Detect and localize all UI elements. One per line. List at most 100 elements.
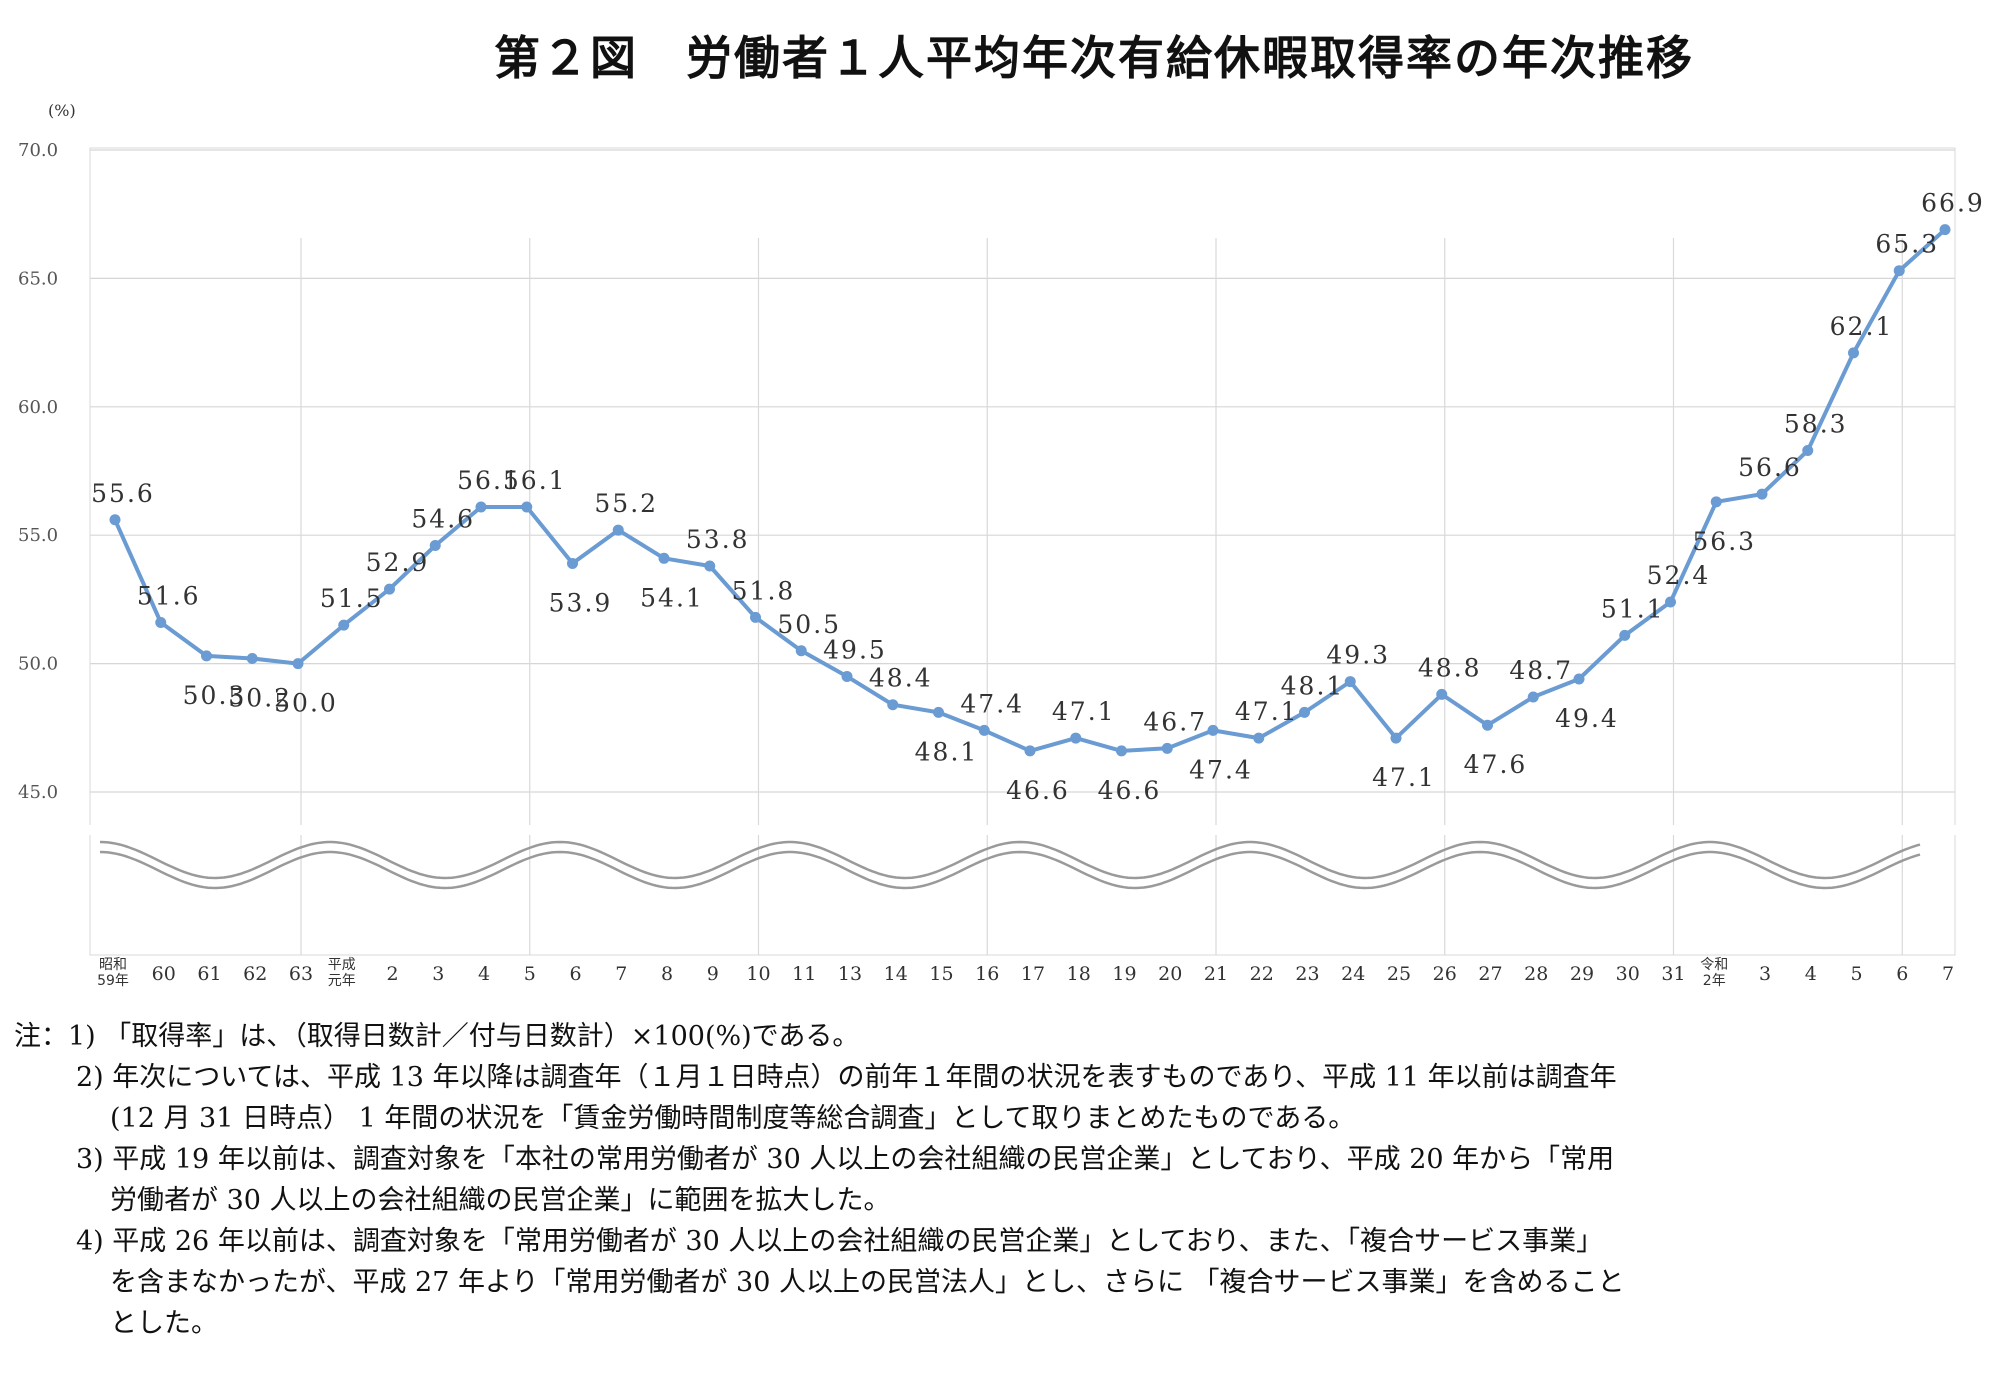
data-point	[1665, 596, 1676, 608]
note-continuation: を含まなかったが、平成 27 年より「常用労働者が 30 人以上の民営法人」とし…	[110, 1267, 1625, 1298]
note-number: 2)	[76, 1062, 104, 1093]
data-point	[612, 524, 624, 536]
x-tick-label: 62	[243, 963, 267, 985]
data-label: 47.4	[960, 689, 1024, 718]
data-point	[1207, 724, 1219, 736]
x-tick-label: 13	[838, 963, 862, 985]
data-label: 51.1	[1601, 594, 1665, 623]
data-label: 56.1	[457, 466, 521, 495]
data-point	[887, 699, 899, 711]
note-text: 「取得率」は、（取得日数計／付与日数計）×100(%)である。	[95, 1021, 860, 1052]
data-point	[704, 560, 716, 572]
data-point	[429, 539, 441, 551]
data-point	[841, 670, 853, 682]
note-text: 平成 19 年以前は、調査対象を「本社の常用労働者が 30 人以上の会社組織の民…	[103, 1144, 1615, 1175]
note-item: 4) 平成 26 年以前は、調査対象を「常用労働者が 30 人以上の会社組織の民…	[14, 1221, 1974, 1262]
x-tick-label: 2	[386, 963, 398, 985]
x-tick-label: 22	[1250, 963, 1274, 985]
data-label: 46.7	[1143, 707, 1207, 736]
x-tick-label: 63	[289, 963, 313, 985]
data-point	[795, 645, 807, 657]
x-tick-label: 4	[478, 963, 490, 985]
data-label: 53.8	[686, 525, 750, 554]
data-label: 56.6	[1738, 453, 1802, 482]
y-ticks: 70.0 65.0 60.0 55.0 50.0 45.0 (%)	[18, 101, 76, 803]
x-tick-label: 29	[1570, 963, 1594, 985]
data-label: 47.4	[1189, 755, 1253, 784]
data-label: 54.1	[640, 583, 704, 612]
data-label: 50.0	[274, 689, 338, 718]
data-label: 48.1	[1281, 671, 1345, 700]
data-point	[1070, 732, 1082, 744]
x-tick-label: 25	[1387, 963, 1411, 985]
data-point	[1893, 265, 1905, 277]
x-tick-label: 11	[792, 963, 816, 985]
data-label: 52.9	[366, 548, 430, 577]
data-label: 58.3	[1784, 409, 1848, 438]
data-point	[1299, 706, 1310, 718]
axis-break	[80, 825, 1980, 890]
note-item: 2) 年次については、平成 13 年以降は調査年（１月１日時点）の前年１年間の状…	[14, 1057, 1974, 1098]
x-tick-label: 15	[929, 963, 953, 985]
x-tick-label: 60	[152, 963, 176, 985]
footnotes: 注：1) 「取得率」は、（取得日数計／付与日数計）×100(%)である。 2) 年…	[14, 1016, 1974, 1344]
chart-title: 第２図 労働者１人平均年次有給休暇取得率の年次推移	[494, 31, 1694, 85]
x-tick-label: 21	[1204, 963, 1228, 985]
break-gap	[80, 825, 1980, 835]
data-label: 56.3	[1692, 527, 1756, 556]
data-label: 51.8	[732, 576, 796, 605]
data-label: 49.5	[823, 635, 887, 664]
y-tick-label: 55.0	[18, 525, 58, 546]
note-number: 4)	[76, 1226, 104, 1257]
data-point	[1527, 691, 1539, 703]
y-tick-label: 45.0	[18, 782, 58, 803]
note-number: 注：1)	[14, 1021, 96, 1052]
x-tick-label: 5	[1850, 963, 1862, 985]
data-point	[658, 552, 670, 564]
data-label: 48.7	[1509, 656, 1573, 685]
x-tick-label: 19	[1112, 963, 1136, 985]
data-label: 65.3	[1875, 230, 1939, 259]
x-tick-label: 2年	[1703, 973, 1726, 989]
data-label: 54.6	[411, 504, 475, 533]
data-point	[1253, 732, 1265, 744]
note-text: 年次については、平成 13 年以降は調査年（１月１日時点）の前年１年間の状況を表…	[103, 1062, 1617, 1093]
data-point	[1024, 745, 1036, 757]
data-point	[521, 501, 533, 513]
x-tick-label: 5	[524, 963, 536, 985]
axes	[89, 147, 1956, 956]
x-tick-label: 24	[1341, 963, 1365, 985]
y-axis-unit: (%)	[48, 101, 76, 120]
y-tick-label: 65.0	[18, 268, 58, 289]
x-tick-label: 31	[1661, 963, 1685, 985]
data-point	[750, 611, 761, 623]
data-point	[1848, 347, 1859, 359]
data-label: 48.4	[869, 664, 933, 693]
x-tick-label: 16	[975, 963, 999, 985]
data-point	[1573, 673, 1585, 685]
data-point	[384, 583, 395, 595]
note-text: 平成 26 年以前は、調査対象を「常用労働者が 30 人以上の会社組織の民営企業…	[103, 1226, 1604, 1257]
data-point	[338, 619, 350, 631]
data-point	[201, 650, 212, 662]
x-tick-label: 昭和	[99, 957, 127, 973]
data-point	[1116, 745, 1127, 757]
data-point	[109, 514, 121, 526]
data-point	[1344, 676, 1356, 688]
data-label: 49.4	[1555, 704, 1619, 733]
data-label: 52.4	[1647, 561, 1711, 590]
x-tick-label: 6	[1896, 963, 1908, 985]
data-label: 47.1	[1235, 697, 1299, 726]
break-wave-bottom	[99, 850, 1921, 890]
y-tick-label: 70.0	[18, 140, 58, 161]
note-item: 注：1) 「取得率」は、（取得日数計／付与日数計）×100(%)である。	[14, 1016, 1974, 1057]
x-tick-label: 4	[1805, 963, 1817, 985]
data-label: 47.6	[1464, 750, 1528, 779]
note-number: 3)	[76, 1144, 104, 1175]
x-tick-label: 平成	[328, 957, 356, 973]
data-label: 47.1	[1052, 697, 1116, 726]
data-label: 48.8	[1418, 653, 1482, 682]
data-label: 53.9	[549, 588, 613, 617]
x-tick-label: 30	[1616, 963, 1640, 985]
data-label: 51.6	[137, 582, 201, 611]
